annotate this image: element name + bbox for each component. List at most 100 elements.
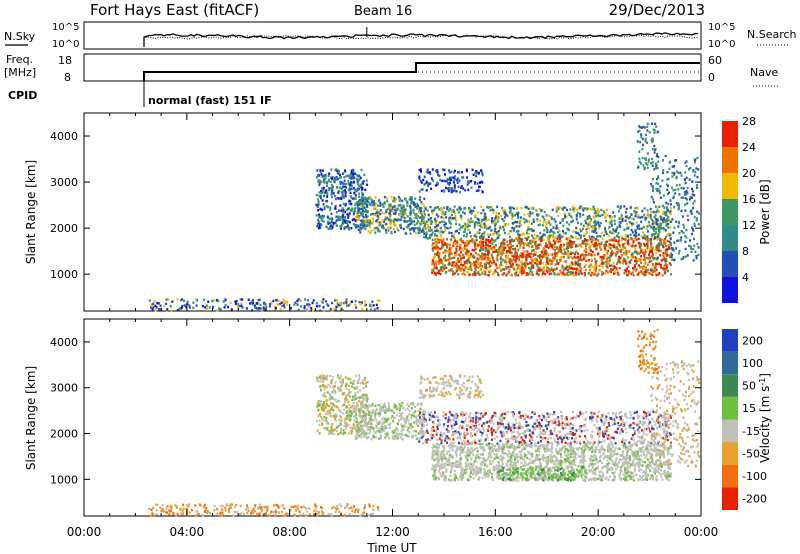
echo-cell [389, 204, 392, 207]
echo-cell [555, 259, 558, 263]
echo-cell [562, 229, 564, 233]
echo-cell [506, 214, 509, 217]
echo-cell [335, 429, 338, 433]
echo-cell [666, 178, 669, 181]
echo-cell [557, 214, 560, 218]
echo-cell [473, 226, 476, 229]
echo-cell [683, 203, 686, 206]
echo-cell [398, 408, 401, 412]
echo-cell [356, 203, 359, 206]
nave-tick-bottom: 0 [708, 71, 715, 84]
echo-cell [359, 414, 362, 417]
echo-cell [534, 241, 537, 244]
echo-cell [651, 267, 654, 270]
echo-cell [585, 228, 588, 231]
echo-cell [356, 387, 359, 390]
echo-cell [551, 234, 554, 238]
echo-cell [653, 211, 656, 214]
echo-cell [502, 225, 504, 229]
echo-cell [510, 251, 513, 255]
echo-cell [669, 237, 672, 240]
echo-cell [493, 240, 496, 243]
echo-cell [345, 304, 348, 307]
echo-cell [381, 224, 384, 227]
echo-cell [607, 245, 610, 248]
echo-cell [641, 227, 643, 230]
echo-cell [596, 432, 599, 436]
echo-cell [192, 306, 195, 310]
echo-cell [446, 238, 448, 241]
echo-cell [589, 237, 592, 241]
echo-cell [577, 259, 580, 263]
echo-cell [413, 220, 416, 223]
echo-cell [442, 266, 444, 269]
echo-cell [441, 243, 444, 246]
echo-cell [346, 208, 349, 212]
echo-cell [591, 273, 594, 276]
echo-cell [352, 402, 355, 405]
echo-cell [584, 222, 587, 225]
echo-cell [329, 374, 332, 378]
echo-cell [605, 269, 608, 273]
echo-cell [438, 174, 441, 178]
echo-cell [693, 222, 696, 225]
echo-cell [360, 415, 363, 419]
echo-cell [544, 245, 547, 248]
echo-cell [386, 197, 388, 200]
freq-label-line2: [MHz] [4, 66, 36, 79]
echo-cell [457, 257, 460, 260]
echo-cell [504, 222, 507, 226]
echo-cell [156, 301, 159, 305]
echo-cell [655, 230, 658, 234]
echo-cell [670, 252, 673, 255]
echo-cell [374, 404, 377, 408]
echo-cell [624, 253, 627, 256]
echo-cell [514, 274, 517, 277]
echo-cell [655, 246, 658, 249]
echo-cell [400, 218, 403, 222]
echo-cell [480, 244, 482, 247]
echo-cell [511, 265, 514, 268]
echo-cell [434, 184, 437, 187]
echo-cell [439, 238, 442, 242]
echo-cell [585, 230, 588, 233]
echo-cell [683, 193, 686, 196]
echo-cell [614, 270, 617, 274]
echo-cell [464, 225, 467, 229]
echo-cell [662, 252, 665, 255]
echo-cell [348, 419, 351, 422]
echo-cell [328, 393, 331, 397]
echo-cell [230, 308, 233, 311]
echo-cell [449, 256, 452, 260]
echo-cell [332, 397, 335, 400]
echo-cell [518, 268, 521, 271]
echo-cell [391, 206, 394, 209]
echo-cell [333, 417, 336, 420]
echo-cell [640, 255, 643, 258]
echo-cell [658, 433, 661, 437]
echo-cell [374, 409, 377, 412]
echo-cell [500, 247, 503, 250]
echo-cell [635, 211, 638, 214]
echo-cell [338, 399, 341, 403]
echo-cell [674, 188, 677, 192]
echo-cell [446, 178, 449, 181]
echo-cell [334, 197, 337, 201]
echo-cell [166, 308, 169, 311]
echo-cell [350, 405, 353, 409]
echo-cell [494, 219, 496, 222]
echo-cell [671, 254, 674, 257]
echo-cell [422, 235, 425, 239]
echo-cell [638, 160, 641, 163]
echo-cell [484, 270, 487, 273]
echo-cell [537, 213, 540, 216]
echo-cell [536, 213, 539, 216]
echo-cell [509, 241, 512, 244]
echo-cell [265, 305, 268, 308]
echo-cell [652, 264, 655, 267]
echo-cell [640, 270, 643, 273]
echo-cell [601, 264, 604, 268]
echo-cell [610, 264, 613, 267]
echo-cell [594, 229, 596, 232]
echo-cell [325, 300, 328, 303]
